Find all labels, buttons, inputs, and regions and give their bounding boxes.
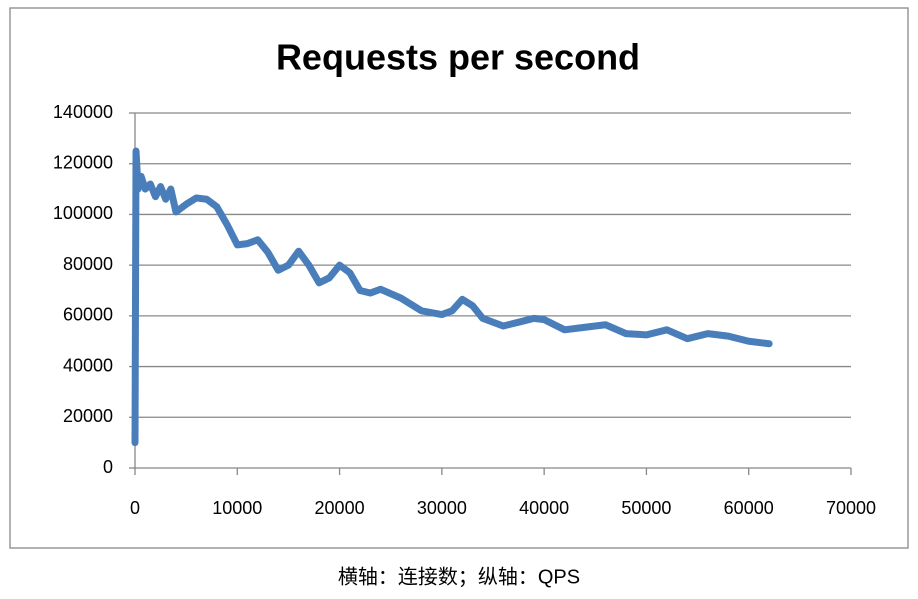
y-tick-label: 120000 <box>53 152 113 172</box>
y-tick-label: 20000 <box>63 406 113 426</box>
x-tick-label: 40000 <box>519 498 569 518</box>
x-tick-label: 0 <box>130 498 140 518</box>
x-tick-label: 20000 <box>315 498 365 518</box>
caption: 横轴：连接数；纵轴：QPS <box>338 565 580 588</box>
x-tick-label: 60000 <box>724 498 774 518</box>
y-tick-label: 60000 <box>63 305 113 325</box>
y-tick-label: 140000 <box>53 102 113 122</box>
x-tick-label: 30000 <box>417 498 467 518</box>
chart-frame <box>9 7 909 549</box>
x-tick-label: 50000 <box>621 498 671 518</box>
y-tick-label: 40000 <box>63 355 113 375</box>
data-line <box>131 147 773 447</box>
y-tick-label: 80000 <box>63 254 113 274</box>
x-tick-label: 10000 <box>212 498 262 518</box>
chart-title: Requests per second <box>276 37 640 78</box>
y-tick-label: 0 <box>103 457 113 477</box>
y-tick-label: 100000 <box>53 203 113 223</box>
x-tick-label: 70000 <box>826 498 876 518</box>
